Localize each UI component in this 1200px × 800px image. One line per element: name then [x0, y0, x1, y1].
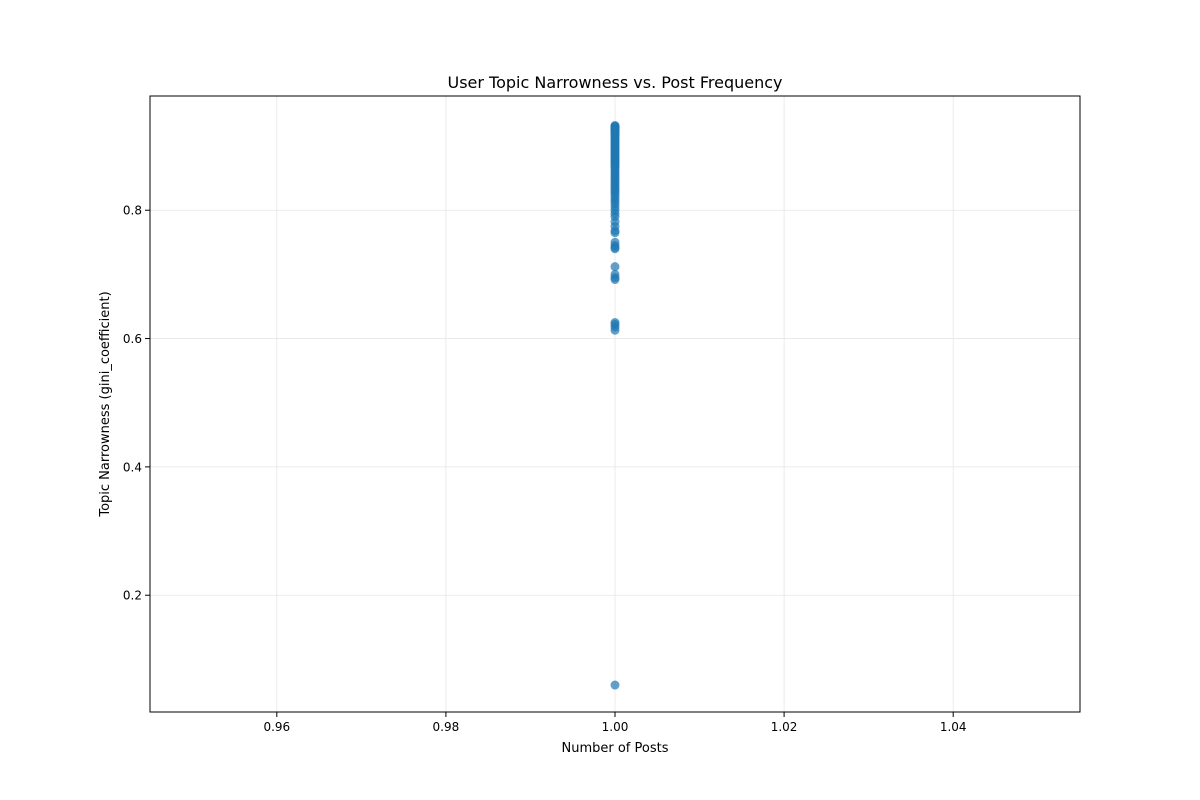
x-tick-label: 1.00: [602, 720, 629, 734]
x-tick-label: 1.02: [771, 720, 798, 734]
y-tick-label: 0.2: [123, 589, 142, 603]
axis-ticks: 0.96 0.98 1.00 1.02 1.04 0.2 0.4 0.6 0.8: [123, 204, 967, 734]
y-tick-label: 0.6: [123, 332, 142, 346]
x-axis-label: Number of Posts: [562, 741, 669, 756]
x-tick-label: 0.96: [263, 720, 290, 734]
scatter-point: [610, 262, 620, 272]
scatter-point: [610, 680, 620, 690]
y-tick-label: 0.4: [123, 460, 142, 474]
scatter-point: [610, 244, 620, 254]
y-axis-label: Topic Narrowness (gini_coefficient): [98, 291, 113, 517]
x-tick-label: 1.04: [940, 720, 967, 734]
y-tick-label: 0.8: [123, 204, 142, 218]
scatter-point: [610, 228, 620, 238]
scatter-point: [610, 275, 620, 285]
x-tick-label: 0.98: [433, 720, 460, 734]
chart-title: User Topic Narrowness vs. Post Frequency: [448, 73, 783, 92]
data-points: [610, 121, 620, 690]
scatter-point: [610, 325, 620, 335]
